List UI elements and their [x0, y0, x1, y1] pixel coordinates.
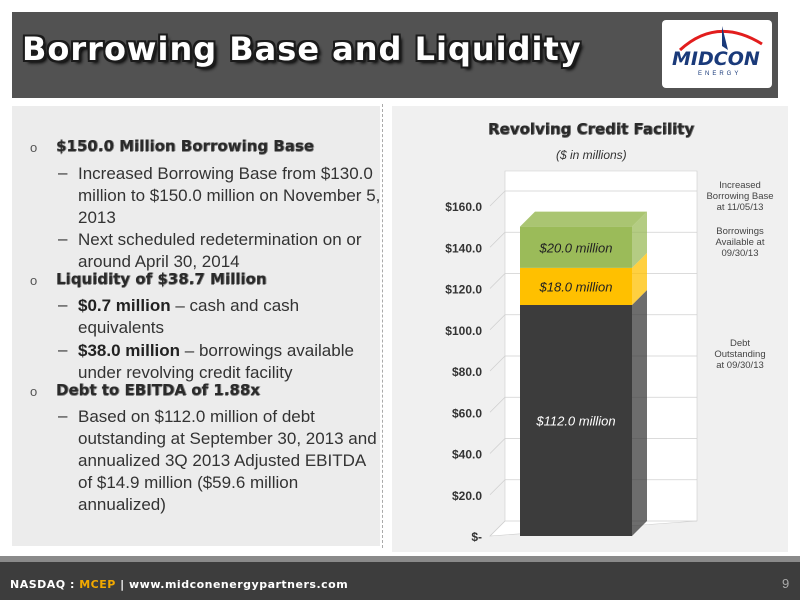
- bullet-item: Next scheduled redetermination on or aro…: [78, 230, 362, 271]
- gridline: [489, 190, 697, 207]
- bullet-item: $0.7 million – cash and cash equivalents: [78, 295, 383, 339]
- y-tick-label: $40.0: [452, 448, 482, 462]
- bar-side: [632, 211, 647, 268]
- legend-label: 09/30/13: [722, 248, 759, 259]
- bullet-item: Based on $112.0 million of debt outstand…: [78, 407, 377, 514]
- chart-title: Revolving Credit Facility: [488, 120, 695, 138]
- bullet-heading: $150.0 Million Borrowing Base: [56, 137, 314, 155]
- chart-subtitle: ($ in millions): [556, 148, 627, 162]
- footer-separator: |: [115, 578, 129, 591]
- bullet-item-text: – borrowings available under revolving c…: [78, 341, 354, 382]
- y-tick-label: $100.0: [445, 324, 482, 338]
- bullets-panel: [12, 106, 380, 546]
- legend-label: Available at: [716, 237, 765, 248]
- bullet-circle-icon: o: [30, 140, 38, 155]
- legend-label: Borrowing Base: [706, 191, 773, 202]
- y-tick-label: $120.0: [445, 283, 482, 297]
- footer-exchange: NASDAQ :: [10, 578, 80, 591]
- bullet-item: Increased Borrowing Base from $130.0 mil…: [78, 164, 381, 227]
- legend-label: at 11/05/13: [717, 202, 764, 213]
- bullet-item: $38.0 million – borrowings available und…: [78, 340, 383, 384]
- bullet-heading: Debt to EBITDA of 1.88x: [56, 381, 260, 399]
- footer-text: NASDAQ : MCEP | www.midconenergypartners…: [10, 578, 348, 591]
- legend-label: at 09/30/13: [716, 360, 764, 371]
- legend-label: Increased: [719, 180, 761, 191]
- page-title: Borrowing Base and Liquidity: [22, 30, 582, 68]
- bar-segment: [520, 226, 632, 268]
- bullet-heading: Liquidity of $38.7 Million: [56, 270, 267, 288]
- y-tick-label: $140.0: [445, 241, 482, 255]
- bar-data-label: $18.0 million: [539, 279, 613, 294]
- legend-label: Outstanding: [714, 349, 765, 360]
- bullet-circle-icon: o: [30, 384, 38, 399]
- bar-top: [520, 211, 647, 227]
- dash-icon: –: [58, 295, 68, 314]
- bar-side: [632, 290, 647, 536]
- legend-label: Debt: [730, 338, 750, 349]
- dash-icon: –: [58, 406, 68, 425]
- logo-subtext: ENERGY: [698, 71, 742, 77]
- page-number: 9: [782, 576, 790, 591]
- footer-bar: [0, 562, 800, 600]
- bar-segment: [520, 267, 632, 305]
- company-logo: MIDCON ENERGY: [662, 20, 772, 88]
- y-tick-label: $60.0: [452, 406, 482, 420]
- y-tick-label: $160.0: [445, 200, 482, 214]
- footer-website[interactable]: www.midconenergypartners.com: [129, 578, 349, 591]
- bar-data-label: $20.0 million: [539, 240, 613, 255]
- bar-data-label: $112.0 million: [535, 414, 615, 429]
- dash-icon: –: [58, 229, 68, 248]
- y-tick-label: $80.0: [452, 365, 482, 379]
- header-bar: [12, 12, 778, 98]
- bar-side: [632, 252, 647, 305]
- dash-icon: –: [58, 163, 68, 182]
- y-tick-label: $20.0: [452, 489, 482, 503]
- bar-segment: [520, 305, 632, 536]
- bullet-circle-icon: o: [30, 273, 38, 288]
- footer-ticker: MCEP: [79, 578, 116, 591]
- logo-word: MIDCON: [672, 48, 760, 70]
- bullet-item-bold: $0.7 million: [78, 296, 171, 315]
- panel-divider: [382, 104, 383, 548]
- logo-arc-icon: [678, 26, 763, 52]
- bullet-item-bold: $38.0 million: [78, 341, 181, 360]
- y-tick-label: $-: [471, 530, 482, 544]
- bullet-item-text: – cash and cash equivalents: [78, 296, 300, 337]
- legend-label: Borrowings: [716, 226, 764, 237]
- credit-facility-chart: $- $20.0 $40.0 $60.0 $80.0 $100.0 $120.0 $140.0…: [445, 170, 774, 544]
- dash-icon: –: [58, 340, 68, 359]
- footer-accent: [0, 556, 800, 562]
